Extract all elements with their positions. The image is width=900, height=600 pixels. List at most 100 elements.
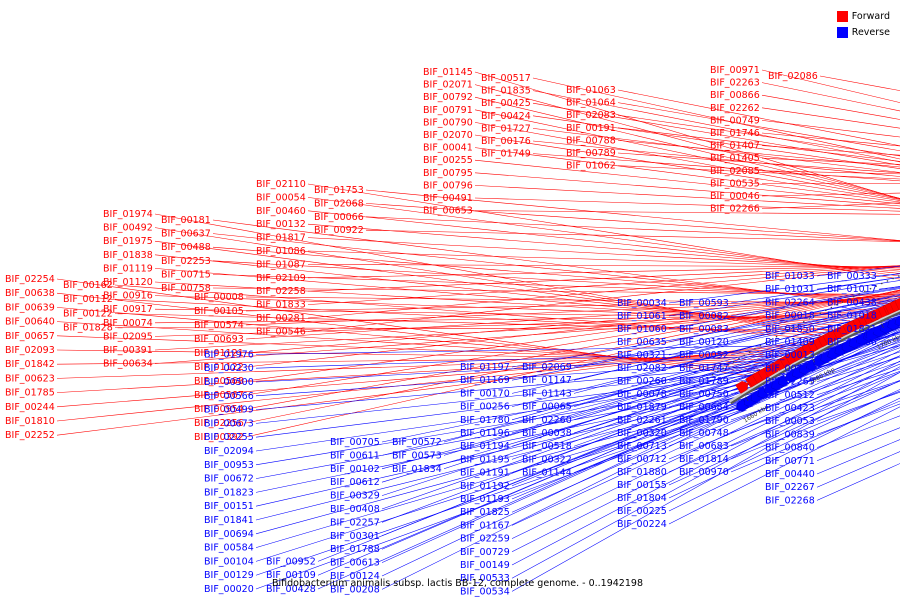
reverse-leader-line [255,373,809,466]
reverse-gene-label: BIF_00534 [460,586,510,597]
forward-gene-label: BIF_00535 [710,178,760,189]
forward-leader-line [212,287,900,295]
outer-dot [759,345,762,347]
forward-gene-label: BIF_00749 [710,115,760,126]
forward-leader-line [307,250,900,269]
forward-gene-label: BIF_01975 [103,236,153,247]
forward-leader-line [617,165,900,180]
forward-gene-label: BIF_00041 [423,143,473,154]
reverse-gene-label: BIF_01060 [617,324,667,335]
reverse-gene-label: BIF_00301 [330,531,380,542]
reverse-leader-line [668,380,900,486]
reverse-leader-line [730,277,900,304]
reverse-leader-line [255,409,747,590]
forward-leader-line [474,84,900,199]
reverse-swatch [836,26,848,38]
forward-leader-line [474,147,900,203]
reverse-gene-label: BIF_00053 [765,416,815,427]
forward-gene-label: BIF_00916 [103,291,153,302]
forward-gene-label: BIF_01086 [256,246,306,257]
reverse-gene-label: BIF_00333 [827,271,877,282]
reverse-leader-line [730,313,900,356]
reverse-gene-label: BIF_00408 [330,504,380,515]
reverse-leader-line [573,343,900,473]
reverse-gene-label: BIF_01143 [522,388,572,399]
reverse-leader-line [668,287,900,330]
legend-reverse: Reverse [836,24,890,40]
forward-leader-line [474,210,900,215]
reverse-gene-label: BIF_00572 [392,437,442,448]
forward-swatch [836,10,848,22]
forward-leader-line [761,132,900,147]
forward-leader-line [307,210,900,274]
forward-gene-label: BIF_02093 [5,345,55,356]
forward-leader-line [365,189,900,241]
forward-leader-line [617,89,900,147]
reverse-leader-line [668,355,900,447]
forward-gene-label: BIF_02263 [710,78,760,89]
forward-leader-line [532,77,900,160]
outer-dot [797,323,800,326]
forward-gene-label: BIF_00132 [256,219,306,230]
outer-dot [875,285,877,287]
reverse-leader-line [255,358,837,410]
reverse-gene-label: BIF_00083 [679,324,729,335]
reverse-gene-label: BIF_00672 [204,474,254,485]
forward-leader-line [245,296,888,304]
forward-gene-label: BIF_02252 [5,430,55,441]
forward-leader-line [474,71,900,200]
reverse-leader-line [511,372,900,592]
reverse-gene-label: BIF_00566 [204,391,254,402]
reverse-gene-label: BIF_01880 [617,467,667,478]
forward-gene-label: BIF_01753 [314,185,364,196]
forward-gene-label: BIF_02262 [710,103,760,114]
reverse-gene-arrow [785,369,799,383]
forward-leader-line [761,94,900,120]
outer-dot [880,282,883,285]
forward-gene-label: BIF_01810 [5,416,55,427]
forward-gene-label: BIF_01405 [710,153,760,164]
outer-dot [847,298,849,301]
forward-leader-line [761,145,900,156]
reverse-gene-label: BIF_02261 [617,415,667,426]
reverse-gene-label: BIF_00149 [460,560,510,571]
forward-leader-line [245,289,900,424]
forward-gene-label: BIF_00425 [481,98,531,109]
forward-leader-line [307,265,900,292]
reverse-gene-label: BIF_00713 [617,441,667,452]
forward-gene-label: BIF_00693 [194,334,244,345]
forward-gene-label: BIF_02254 [5,274,55,285]
reverse-gene-label: BIF_01195 [460,454,510,465]
reverse-leader-line [573,331,900,447]
reverse-gene-label: BIF_00013 [765,350,815,361]
reverse-gene-arrow [771,378,784,391]
reverse-gene-label: BIF_00320 [617,428,667,439]
reverse-gene-label: BIF_01747 [679,363,729,374]
forward-gene-label: BIF_02085 [710,166,760,177]
outer-dot [781,332,783,335]
reverse-gene-label: BIF_01823 [204,487,254,498]
reverse-gene-label: BIF_01814 [679,454,729,465]
forward-leader-line [532,153,900,182]
reverse-gene-label: BIF_00440 [765,469,815,480]
reverse-gene-label: BIF_00635 [617,337,667,348]
reverse-gene-arrow [834,344,846,356]
forward-leader-line [761,120,900,138]
outer-dot [775,335,778,338]
forward-gene-label: BIF_00074 [103,318,153,329]
reverse-gene-label: BIF_00750 [679,389,729,400]
forward-gene-label: BIF_00657 [5,331,55,342]
forward-gene-label: BIF_00008 [194,292,244,303]
forward-leader-line [245,294,900,354]
reverse-gene-label: BIF_02069 [522,362,572,373]
forward-gene-label: BIF_00866 [710,90,760,101]
forward-gene-label: BIF_00391 [103,345,153,356]
forward-gene-label: BIF_01817 [256,233,306,244]
forward-gene-label: BIF_00392 [194,432,244,443]
reverse-gene-label: BIF_00102 [330,464,380,475]
outer-dot [808,318,811,320]
forward-gene-label: BIF_01833 [256,300,306,311]
reverse-gene-label: BIF_00034 [617,298,667,309]
reverse-gene-label: BIF_00533 [460,573,510,584]
forward-gene-label: BIF_00574 [194,320,244,331]
